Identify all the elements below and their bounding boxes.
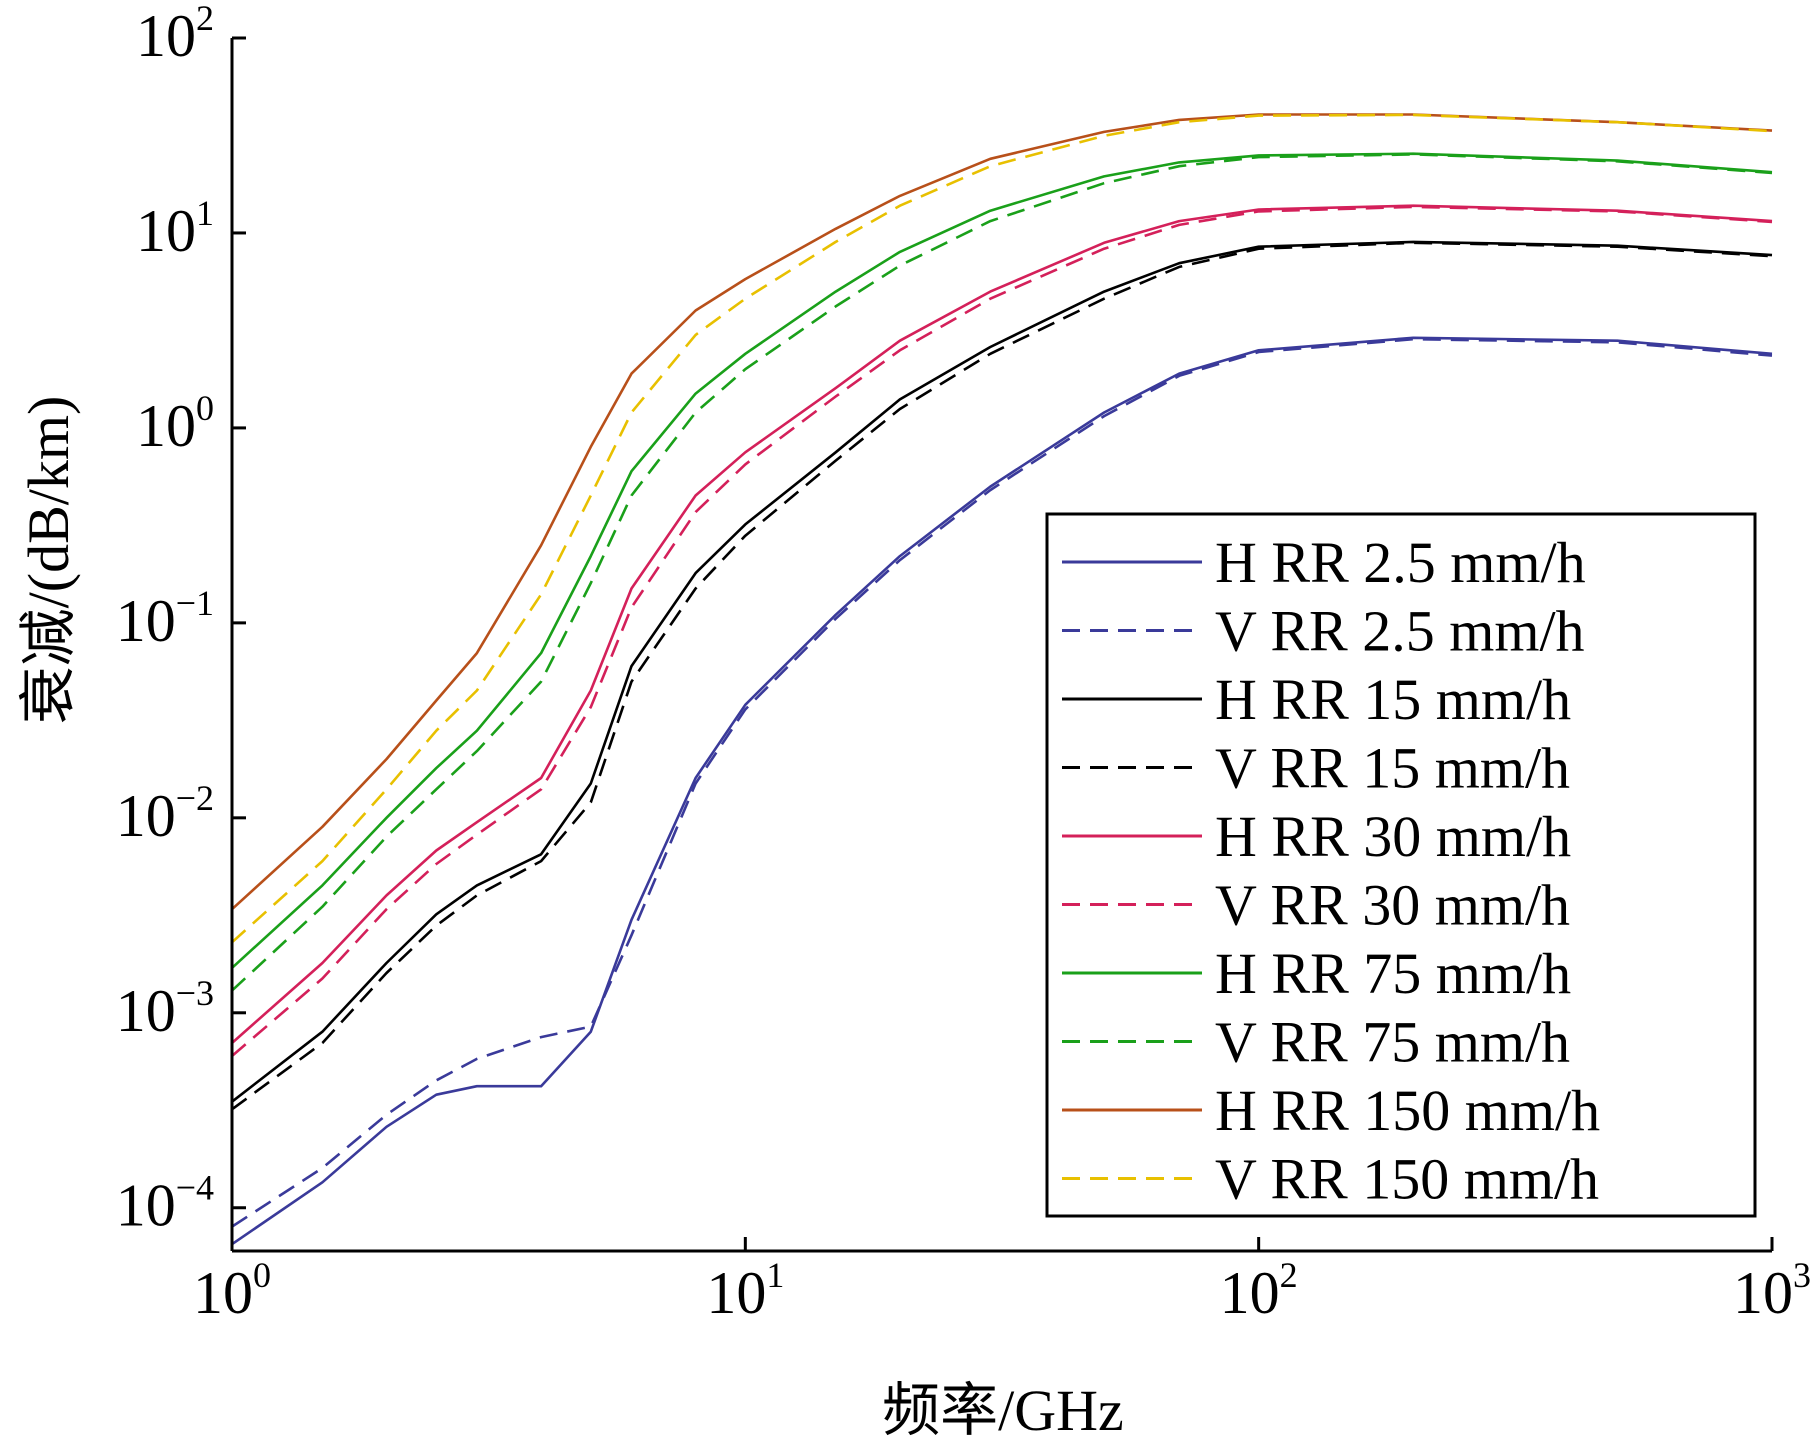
y-tick-label: 100 (136, 388, 214, 459)
legend-label: H RR 150 mm/h (1215, 1078, 1600, 1143)
legend-label: V RR 30 mm/h (1215, 873, 1570, 938)
legend-box (1045, 512, 1757, 1218)
legend-label: H RR 2.5 mm/h (1215, 530, 1586, 595)
tick-labels: 10−4 10−3 10−2 10−1 100 101 102 100 101 102 103 (116, 0, 1811, 1326)
x-axis-title: 频率/GHz (882, 1378, 1124, 1443)
legend-label: V RR 150 mm/h (1215, 1147, 1599, 1212)
y-tick-label: 10−1 (116, 583, 214, 654)
y-tick-label: 10−4 (116, 1168, 214, 1239)
legend-label: H RR 75 mm/h (1215, 941, 1571, 1006)
series-line-6 (231, 205, 1773, 1057)
axes (230, 36, 1774, 1253)
series-line-3 (231, 240, 1773, 1103)
y-axis-title: 衰减/(dB/km) (16, 396, 81, 725)
legend-label: V RR 15 mm/h (1215, 736, 1570, 801)
series-line-2 (231, 337, 1773, 1228)
series-layer (231, 113, 1773, 1246)
legend-label: V RR 2.5 mm/h (1215, 599, 1585, 664)
y-tick-label: 102 (136, 0, 214, 69)
legend-label: H RR 15 mm/h (1215, 667, 1571, 732)
series-line-8 (231, 153, 1773, 992)
series-line-10 (231, 113, 1773, 944)
series-line-1 (231, 336, 1773, 1246)
x-tick-label: 100 (193, 1255, 271, 1326)
x-tick-label: 102 (1220, 1255, 1298, 1326)
series-line-5 (231, 204, 1773, 1044)
y-tick-label: 101 (136, 193, 214, 264)
series-line-7 (231, 152, 1773, 969)
x-tick-label: 103 (1733, 1255, 1811, 1326)
legend: H RR 2.5 mm/hV RR 2.5 mm/hH RR 15 mm/hV … (1045, 512, 1757, 1218)
legend-label: V RR 75 mm/h (1215, 1010, 1570, 1075)
series-line-4 (231, 241, 1773, 1111)
y-tick-label: 10−2 (116, 778, 214, 849)
legend-label: H RR 30 mm/h (1215, 804, 1571, 869)
y-tick-label: 10−3 (116, 973, 214, 1044)
x-tick-label: 101 (706, 1255, 784, 1326)
